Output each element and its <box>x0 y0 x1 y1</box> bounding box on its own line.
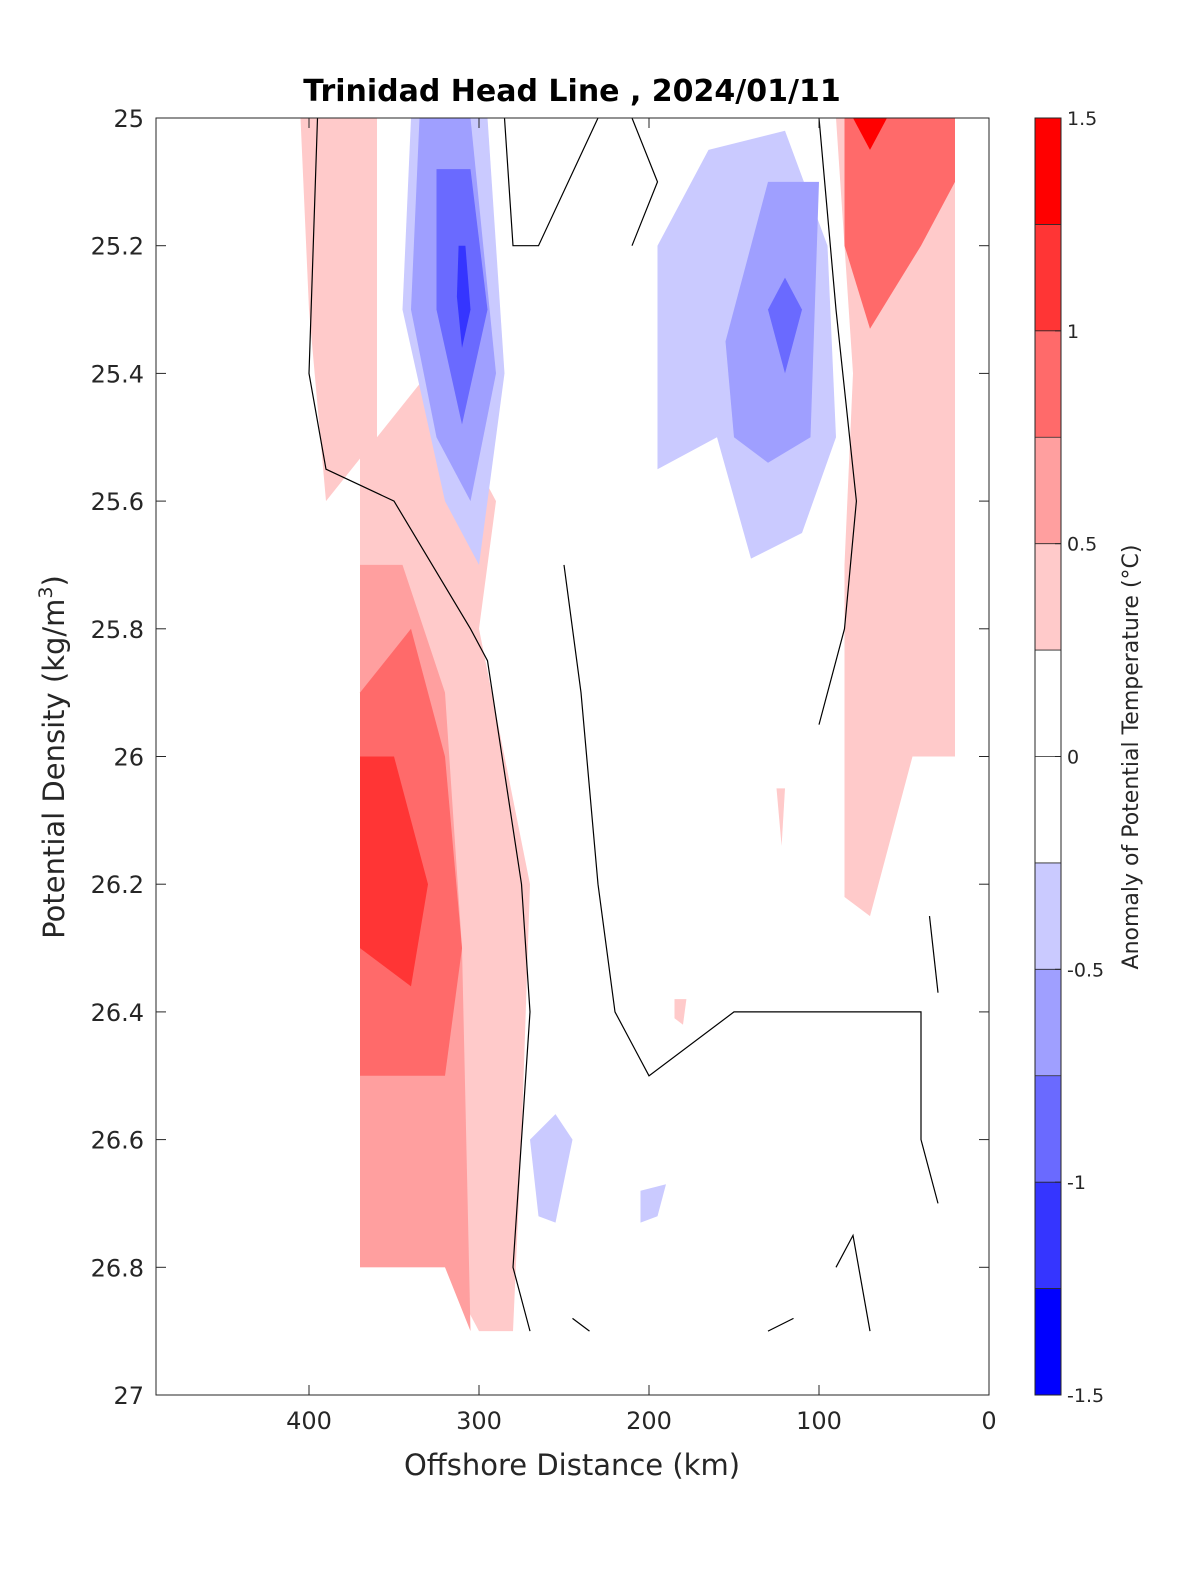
y-tick-label: 25 <box>113 105 144 133</box>
colorbar-tick-label: -1.5 <box>1067 1385 1104 1407</box>
colorbar-swatch <box>1035 1075 1061 1183</box>
contour-line-8 <box>572 1317 590 1332</box>
colorbar-swatches <box>1035 118 1061 1395</box>
fill-region-warm-blob-south <box>674 999 687 1025</box>
contour-line-5 <box>563 564 939 1204</box>
colorbar-swatch <box>1035 1288 1061 1395</box>
colorbar-swatch <box>1035 650 1061 757</box>
colorbar-tick-label: -1 <box>1067 1172 1086 1194</box>
y-tick-label: 25.6 <box>91 488 144 516</box>
colorbar-swatch <box>1035 969 1061 1076</box>
contour-line-7 <box>928 916 939 993</box>
contour-line-6 <box>835 1233 871 1332</box>
fill-region-warm-nearshore <box>836 118 955 917</box>
colorbar-swatch <box>1035 1182 1061 1289</box>
colorbar-tick-label: 0 <box>1067 747 1079 769</box>
colorbar-tick-label: 0.5 <box>1067 534 1097 556</box>
x-tick-label: 300 <box>456 1407 502 1435</box>
y-axis-ticks: 25 25.2 25.4 25.6 25.8 26 26.2 26.4 26.6 26.8 27 <box>91 105 989 1410</box>
colorbar-tick-label: 1.5 <box>1067 108 1097 130</box>
y-tick-label: 26 <box>113 744 144 772</box>
x-tick-label: 200 <box>626 1407 672 1435</box>
fill-region-warm-core-offshore <box>360 756 428 987</box>
fill-region-cold-blob-south-1 <box>530 1114 573 1223</box>
y-tick-label: 26.6 <box>91 1127 144 1155</box>
contour-line-2 <box>503 117 599 247</box>
colorbar-swatch <box>1035 118 1061 225</box>
fill-region-cold-core-central <box>768 277 802 374</box>
x-tick-label: 400 <box>286 1407 332 1435</box>
y-tick-label: 26.8 <box>91 1254 144 1282</box>
fill-regions <box>300 118 955 1332</box>
colorbar: 1.5 1 0.5 0 -0.5 -1 -1.5 <box>1034 108 1104 1407</box>
fill-region-cold-core-west <box>456 245 471 348</box>
y-axis-label-main: Potential Density (kg/m <box>37 599 71 939</box>
colorbar-tick-label: -0.5 <box>1067 959 1104 981</box>
y-axis-label: Potential Density (kg/m3) <box>35 575 71 939</box>
contour-line-1 <box>308 117 531 1332</box>
y-tick-label: 25.8 <box>91 616 144 644</box>
x-axis-ticks: 400 300 200 100 0 <box>286 118 997 1435</box>
plot-area: 400 300 200 100 0 25 25.2 25.4 25.6 25.8 26 26.2 26… <box>91 105 997 1435</box>
contour-line-4 <box>818 117 858 725</box>
fill-region-warm-blob-mid <box>776 788 785 846</box>
contour-line-3 <box>631 117 659 246</box>
y-tick-label: 25.4 <box>91 360 144 388</box>
colorbar-swatch <box>1035 330 1061 438</box>
colorbar-swatch <box>1035 437 1061 544</box>
y-tick-label: 26.2 <box>91 871 144 899</box>
fill-region-warm-core-nearshore <box>853 118 887 150</box>
colorbar-tick-label: 1 <box>1067 321 1079 343</box>
contour-line-9 <box>767 1317 794 1332</box>
y-axis-label-close: ) <box>37 575 71 586</box>
colorbar-swatch <box>1035 543 1061 651</box>
colorbar-swatch <box>1035 756 1061 863</box>
fill-region-cold-blob-south-2 <box>640 1184 666 1223</box>
y-axis-label-sup: 3 <box>35 586 57 598</box>
colorbar-ticks: 1.5 1 0.5 0 -0.5 -1 -1.5 <box>1055 108 1104 1407</box>
fill-region-warm-red-nearshore <box>844 118 955 329</box>
colorbar-label: Anomaly of Potential Temperature (°C) <box>1119 545 1144 970</box>
y-tick-label: 25.2 <box>91 233 144 261</box>
colorbar-swatch <box>1035 862 1061 970</box>
chart-title: Trinidad Head Line , 2024/01/11 <box>303 74 840 109</box>
contour-lines <box>308 117 939 1332</box>
x-tick-label: 100 <box>796 1407 842 1435</box>
y-tick-label: 26.4 <box>91 999 144 1027</box>
x-axis-label: Offshore Distance (km) <box>404 1448 740 1482</box>
colorbar-swatch <box>1035 224 1061 331</box>
fill-region-warm-pink-left-strip <box>360 118 377 489</box>
y-tick-label: 27 <box>113 1382 144 1410</box>
x-tick-label: 0 <box>981 1407 996 1435</box>
